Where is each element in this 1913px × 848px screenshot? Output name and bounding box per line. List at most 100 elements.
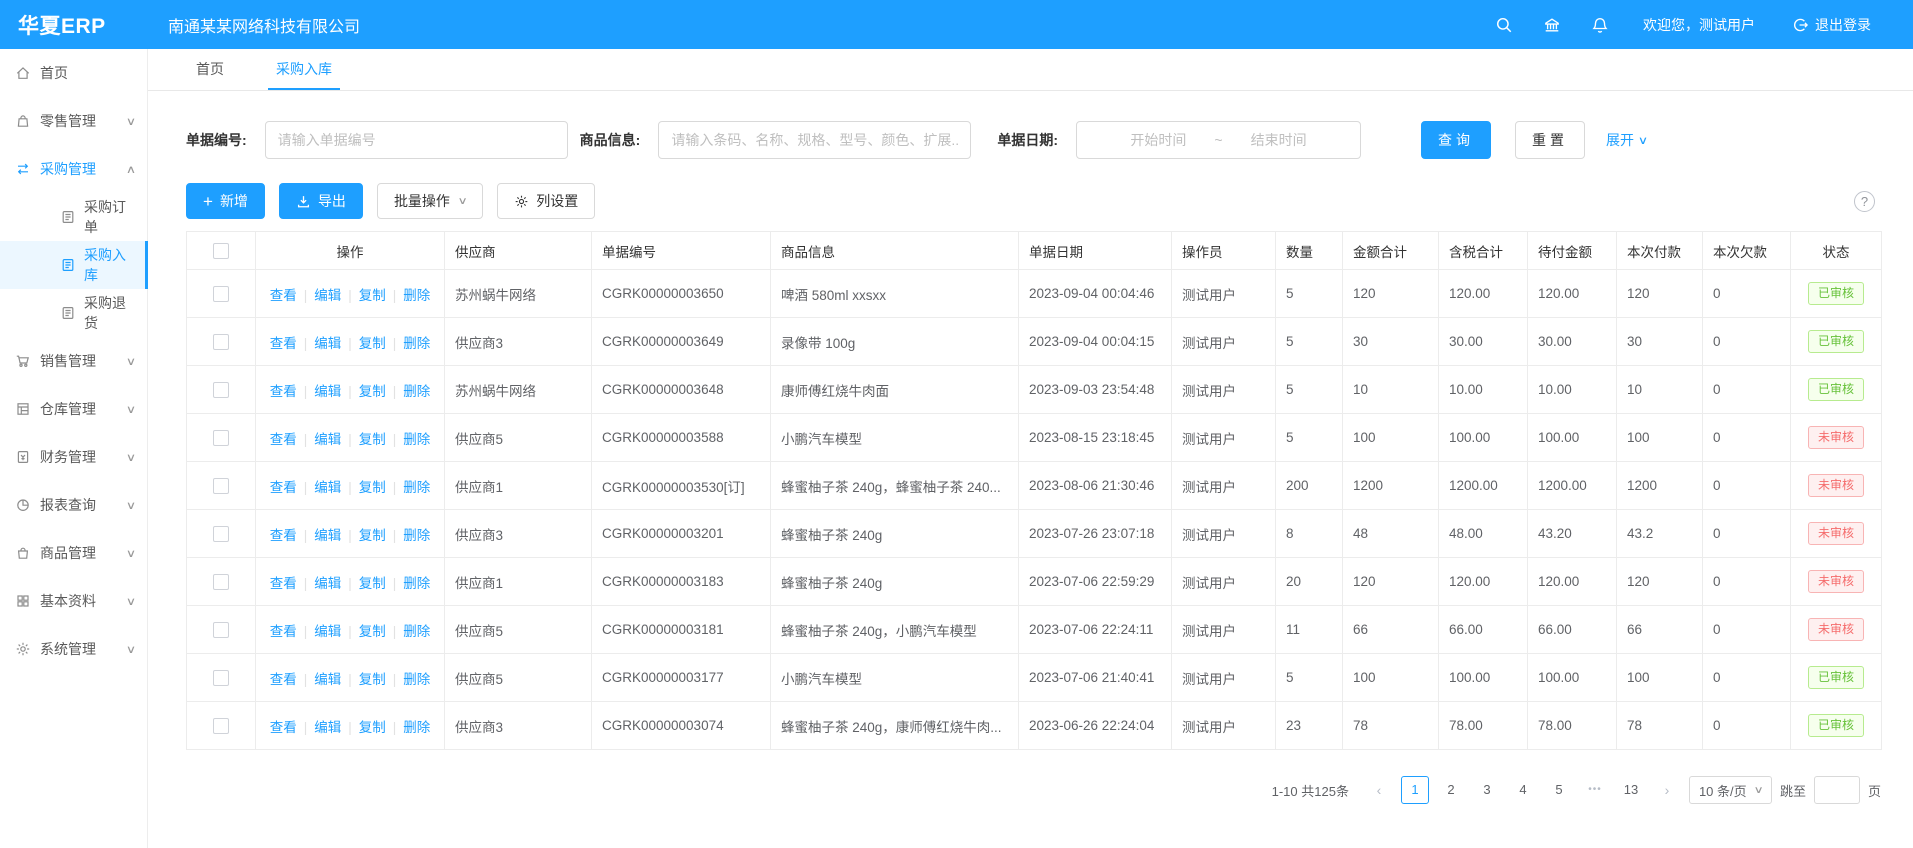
batch-ops-button[interactable]: 批量操作 ∨ xyxy=(376,183,484,219)
next-page-button[interactable]: › xyxy=(1664,782,1670,798)
delete-link[interactable]: 删除 xyxy=(403,671,431,687)
app-logo[interactable]: 华夏ERP xyxy=(18,14,106,38)
delete-link[interactable]: 删除 xyxy=(403,287,431,303)
expand-link[interactable]: 展开 ∨ xyxy=(1606,130,1648,150)
view-link[interactable]: 查看 xyxy=(269,287,297,303)
page-ellipsis[interactable]: ••• xyxy=(1588,784,1602,795)
sidebar-item-system[interactable]: 系统管理 ∨ xyxy=(0,625,147,673)
sidebar-item-purchase-order[interactable]: 采购订单 xyxy=(0,193,147,241)
cell-supplier: 供应商5 xyxy=(444,605,592,654)
row-checkbox[interactable] xyxy=(213,669,229,686)
delete-link[interactable]: 删除 xyxy=(403,623,431,639)
view-link[interactable]: 查看 xyxy=(269,431,297,447)
view-link[interactable]: 查看 xyxy=(269,479,297,495)
sidebar-item-report[interactable]: 报表查询 ∨ xyxy=(0,481,147,529)
row-checkbox[interactable] xyxy=(213,477,229,494)
edit-link[interactable]: 编辑 xyxy=(314,479,342,495)
search-icon[interactable] xyxy=(1495,16,1513,34)
edit-link[interactable]: 编辑 xyxy=(314,287,342,303)
page-button-1[interactable]: 1 xyxy=(1400,776,1429,804)
delete-link[interactable]: 删除 xyxy=(403,383,431,399)
help-icon[interactable]: ? xyxy=(1854,190,1875,212)
edit-link[interactable]: 编辑 xyxy=(314,719,342,735)
page-button-13[interactable]: 13 xyxy=(1623,782,1639,797)
copy-link[interactable]: 复制 xyxy=(358,431,386,447)
tab-home[interactable]: 首页 xyxy=(196,60,224,77)
copy-link[interactable]: 复制 xyxy=(358,623,386,639)
page-button-5[interactable]: 5 xyxy=(1555,782,1563,797)
expand-label: 展开 xyxy=(1606,132,1635,148)
delete-link[interactable]: 删除 xyxy=(403,575,431,591)
logout-button[interactable]: 退出登录 xyxy=(1791,15,1871,35)
row-checkbox[interactable] xyxy=(213,573,229,590)
page-size-select[interactable]: 10 条/页 ∨ xyxy=(1688,776,1772,804)
copy-link[interactable]: 复制 xyxy=(358,287,386,303)
view-link[interactable]: 查看 xyxy=(269,719,297,735)
page-button-2[interactable]: 2 xyxy=(1447,782,1455,797)
row-checkbox[interactable] xyxy=(213,429,229,446)
row-checkbox[interactable] xyxy=(213,717,229,734)
row-checkbox[interactable] xyxy=(213,525,229,542)
column-settings-button[interactable]: 列设置 xyxy=(497,183,596,219)
bill-no-input[interactable] xyxy=(264,121,568,159)
page-button-4[interactable]: 4 xyxy=(1519,782,1527,797)
platform-bank-icon[interactable] xyxy=(1543,16,1561,34)
view-link[interactable]: 查看 xyxy=(269,671,297,687)
sidebar-item-purchase-in[interactable]: 采购入库 xyxy=(0,241,148,289)
search-button[interactable]: 查询 xyxy=(1421,121,1492,159)
view-link[interactable]: 查看 xyxy=(269,623,297,639)
delete-link[interactable]: 删除 xyxy=(403,335,431,351)
bell-icon[interactable] xyxy=(1591,16,1609,34)
edit-link[interactable]: 编辑 xyxy=(314,431,342,447)
delete-link[interactable]: 删除 xyxy=(403,527,431,543)
sidebar-item-goods[interactable]: 商品管理 ∨ xyxy=(0,529,147,577)
tab-purchase-in[interactable]: 采购入库 xyxy=(268,49,340,90)
chevron-up-icon: ∧ xyxy=(125,163,137,176)
add-button[interactable]: + 新增 xyxy=(186,183,265,219)
row-checkbox[interactable] xyxy=(213,381,229,398)
view-link[interactable]: 查看 xyxy=(269,527,297,543)
copy-link[interactable]: 复制 xyxy=(358,719,386,735)
row-checkbox[interactable] xyxy=(213,285,229,302)
sidebar-item-basic[interactable]: 基本资料 ∨ xyxy=(0,577,147,625)
copy-link[interactable]: 复制 xyxy=(358,671,386,687)
sidebar-item-sales[interactable]: 销售管理 ∨ xyxy=(0,337,147,385)
copy-link[interactable]: 复制 xyxy=(358,383,386,399)
prev-page-button[interactable]: ‹ xyxy=(1376,782,1382,798)
edit-link[interactable]: 编辑 xyxy=(314,623,342,639)
edit-link[interactable]: 编辑 xyxy=(314,335,342,351)
pagination: 1-10 共125条 ‹ 1 2 3 4 5 ••• 13 › 10 条/页 ∨ 跳至 页 xyxy=(186,776,1881,804)
edit-link[interactable]: 编辑 xyxy=(314,527,342,543)
export-button[interactable]: 导出 xyxy=(278,183,363,219)
delete-link[interactable]: 删除 xyxy=(403,479,431,495)
copy-link[interactable]: 复制 xyxy=(358,479,386,495)
sidebar-item-purchase-return[interactable]: 采购退货 xyxy=(0,289,147,337)
row-checkbox[interactable] xyxy=(213,621,229,638)
jump-page-input[interactable] xyxy=(1813,776,1860,804)
cell-debt: 0 xyxy=(1702,365,1791,414)
copy-link[interactable]: 复制 xyxy=(358,527,386,543)
copy-link[interactable]: 复制 xyxy=(358,575,386,591)
delete-link[interactable]: 删除 xyxy=(403,719,431,735)
copy-link[interactable]: 复制 xyxy=(358,335,386,351)
sidebar-item-home[interactable]: 首页 xyxy=(0,49,147,97)
edit-link[interactable]: 编辑 xyxy=(314,671,342,687)
row-checkbox[interactable] xyxy=(213,333,229,350)
edit-link[interactable]: 编辑 xyxy=(314,383,342,399)
delete-link[interactable]: 删除 xyxy=(403,431,431,447)
sidebar-item-retail[interactable]: 零售管理 ∨ xyxy=(0,97,147,145)
product-info-input[interactable] xyxy=(658,121,972,159)
sidebar-item-warehouse[interactable]: 仓库管理 ∨ xyxy=(0,385,147,433)
cell-amount: 48 xyxy=(1342,509,1439,558)
edit-link[interactable]: 编辑 xyxy=(314,575,342,591)
page-button-3[interactable]: 3 xyxy=(1483,782,1491,797)
sidebar-item-purchase[interactable]: 采购管理 ∧ xyxy=(0,145,147,193)
view-link[interactable]: 查看 xyxy=(269,383,297,399)
view-link[interactable]: 查看 xyxy=(269,575,297,591)
sidebar-item-finance[interactable]: 财务管理 ∨ xyxy=(0,433,147,481)
reset-button[interactable]: 重置 xyxy=(1515,121,1586,159)
date-range-picker[interactable]: 开始时间 ~ 结束时间 xyxy=(1076,121,1362,159)
view-link[interactable]: 查看 xyxy=(269,335,297,351)
action-divider: | xyxy=(303,287,308,303)
select-all-checkbox[interactable] xyxy=(213,242,229,259)
